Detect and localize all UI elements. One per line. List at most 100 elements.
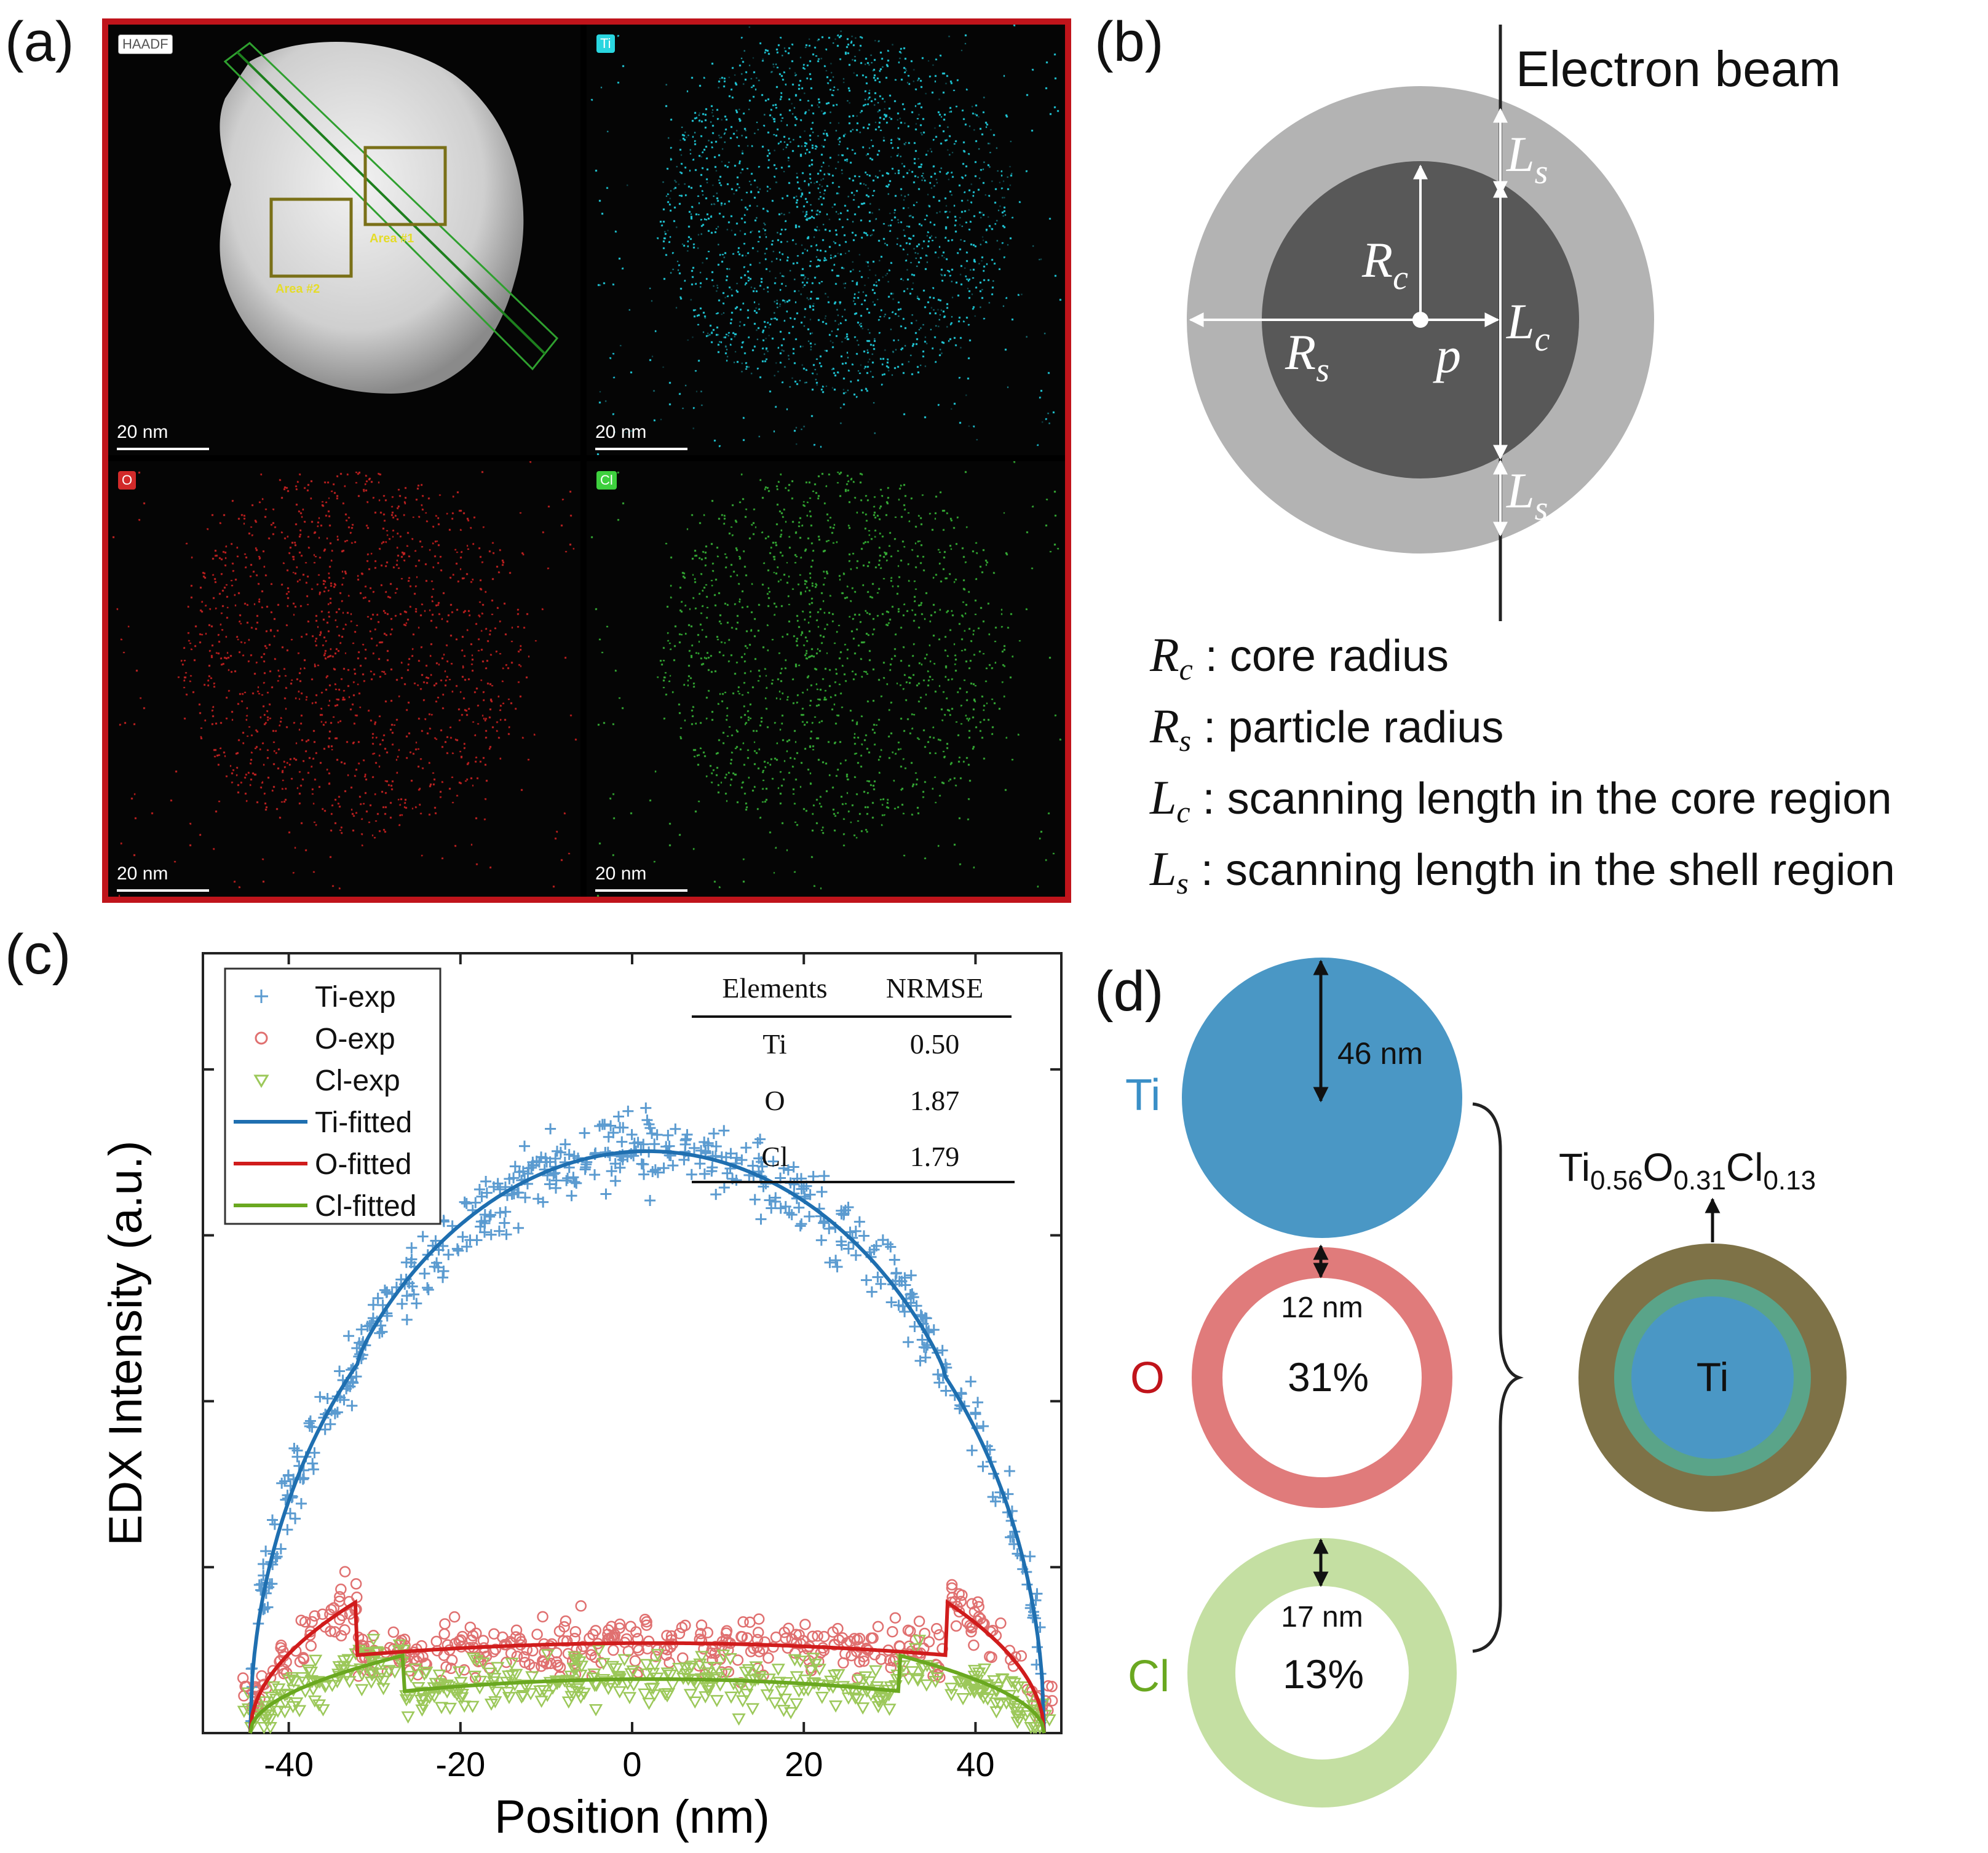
cl-exp-point: [919, 1679, 933, 1692]
cl-exp-point: [695, 1651, 709, 1664]
cl-exp-point: [376, 1683, 390, 1696]
experimental-points: [237, 1102, 1058, 1734]
table-cell: Ti: [762, 1028, 786, 1060]
cl-exp-point: [1011, 1681, 1025, 1694]
ti-exp-point: [295, 1498, 307, 1509]
ti-exp-point: [850, 1250, 861, 1261]
ti-exp-point: [638, 1169, 650, 1180]
o-exp-point: [946, 1582, 958, 1594]
ti-exp-point: [550, 1182, 561, 1194]
ti-exp-point: [485, 1209, 496, 1221]
ti-exp-point: [667, 1160, 679, 1172]
ti-exp-point: [459, 1196, 470, 1208]
ti-exp-point: [568, 1172, 579, 1183]
x-tick-label: 20: [785, 1745, 823, 1784]
ti-exp-point: [571, 1177, 582, 1189]
ti-exp-point: [325, 1418, 336, 1430]
cl-exp-point: [870, 1681, 884, 1694]
ti-exp-point: [885, 1296, 897, 1308]
ti-exp-point: [794, 1220, 806, 1232]
ti-exp-point: [694, 1158, 706, 1170]
panel-label-b: (b): [1095, 10, 1164, 73]
rs-symbol: Rs: [1285, 324, 1329, 389]
x-axis-title: Position (nm): [494, 1791, 770, 1843]
o-exp-point: [995, 1617, 1007, 1629]
ti-exp-point: [699, 1168, 710, 1180]
ti-exp-point: [830, 1255, 842, 1266]
ti-exp-point: [501, 1229, 512, 1240]
ti-exp-point: [769, 1196, 781, 1207]
ti-exp-point: [347, 1377, 359, 1389]
ti-exp-point: [816, 1186, 828, 1198]
ti-exp-point: [304, 1415, 316, 1427]
cl-exp-point: [416, 1700, 430, 1712]
cl-exp-point: [852, 1674, 866, 1687]
ti-exp-point: [594, 1121, 606, 1132]
ti-exp-point: [638, 1159, 649, 1170]
cl-exp-point: [911, 1673, 925, 1686]
ti-exp-point: [649, 1164, 661, 1176]
area-1-label: Area #1: [370, 232, 414, 245]
cl-exp-point: [508, 1679, 522, 1692]
ti-exp-point: [411, 1298, 422, 1309]
cl-exp-point: [399, 1694, 414, 1707]
ti-exp-point: [269, 1518, 280, 1530]
legend-label: Ti-exp: [315, 981, 396, 1014]
ti-exp-point: [298, 1472, 310, 1484]
ti-exp-point: [288, 1442, 300, 1454]
o-exp-point: [590, 1625, 601, 1637]
ti-exp-point: [1024, 1550, 1036, 1562]
cl-exp-point: [596, 1657, 611, 1670]
ti-exp-point: [853, 1216, 865, 1228]
ti-exp-point: [568, 1150, 580, 1162]
cl-exp-point: [749, 1661, 763, 1674]
cl-exp-point: [972, 1684, 986, 1697]
o-exp-point: [833, 1634, 845, 1646]
x-tick-label: 40: [956, 1745, 994, 1784]
cl-exp-point: [341, 1654, 355, 1667]
ti-exp-point: [605, 1120, 617, 1132]
ti-exp-point: [346, 1400, 358, 1411]
cl-exp-point: [1012, 1713, 1026, 1726]
legend-marker: [255, 1031, 268, 1045]
cl-exp-point: [642, 1697, 656, 1710]
scale-label: 20 nm: [595, 863, 647, 884]
o-exp-point: [511, 1650, 523, 1662]
ti-exp-point: [905, 1289, 916, 1301]
ti-exp-point: [438, 1265, 449, 1277]
o-map-image: [108, 461, 580, 897]
ti-exp-point: [932, 1368, 944, 1380]
o-map: O 20 nm: [108, 461, 580, 897]
cl-exp-point: [355, 1668, 369, 1681]
ti-exp-point: [747, 1160, 759, 1172]
o-exp-point: [853, 1632, 866, 1645]
ti-exp-point: [1031, 1588, 1043, 1600]
o-exp-point: [641, 1616, 652, 1628]
cl-exp-point: [660, 1690, 675, 1703]
table-cell: 0.50: [910, 1028, 960, 1060]
edx-linescan-chart: -40 -20 0 20 40 Position (nm) EDX Intensity …: [100, 952, 1063, 1843]
cl-exp-point: [572, 1656, 587, 1669]
ti-exp-point: [756, 1161, 768, 1172]
cl-exp-point: [605, 1661, 620, 1673]
edx-map-grid: Area #1 Area #2 HAADF 20 nm Ti 20 nm O 2…: [102, 18, 1071, 903]
cl-exp-point: [760, 1689, 774, 1702]
ti-exp-point: [579, 1164, 591, 1175]
ti-exp-point: [626, 1129, 638, 1140]
ti-exp-point: [266, 1578, 278, 1590]
ti-exp-point: [518, 1140, 530, 1152]
o-exp-point: [753, 1613, 765, 1625]
cl-exp-point: [292, 1705, 307, 1718]
ti-exp-point: [355, 1323, 367, 1335]
cl-tag: Cl: [596, 471, 617, 490]
o-exp-point: [752, 1627, 764, 1638]
ti-exp-point: [916, 1334, 928, 1346]
cl-exp-point: [783, 1707, 798, 1720]
ti-exp-point: [707, 1162, 718, 1173]
cl-exp-point: [465, 1700, 480, 1713]
ti-exp-point: [731, 1152, 742, 1164]
o-exp-point: [720, 1627, 732, 1639]
o-exp-point: [430, 1635, 443, 1648]
ti-exp-point: [566, 1190, 577, 1202]
haadf-map: Area #1 Area #2 HAADF 20 nm: [108, 25, 580, 455]
